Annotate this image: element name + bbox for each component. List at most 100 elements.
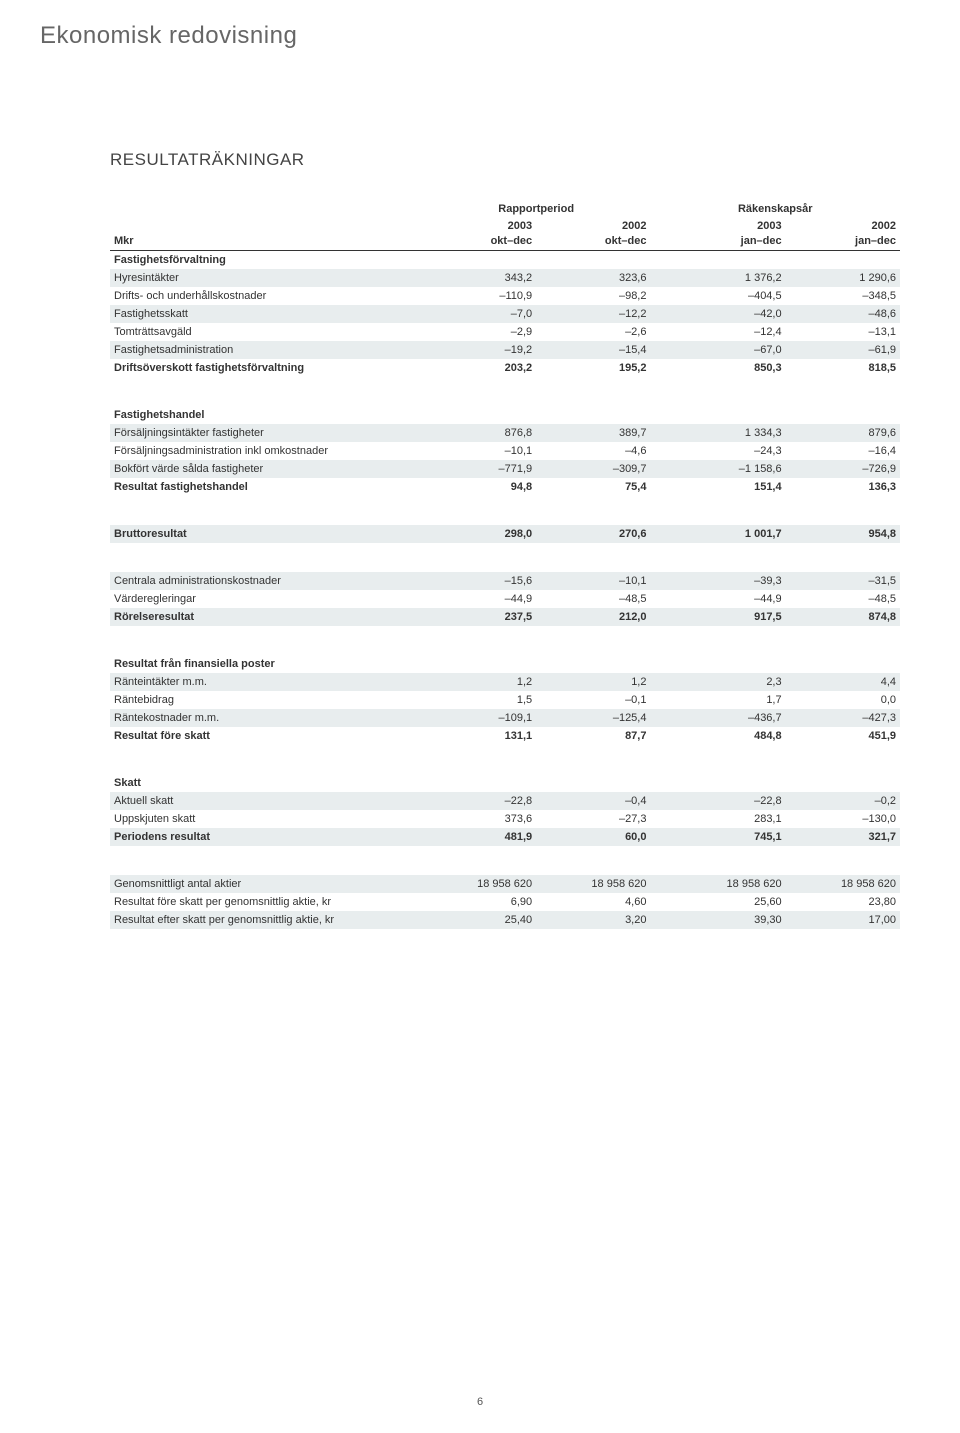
table-row <box>110 745 900 774</box>
row-value: –27,3 <box>536 810 650 828</box>
row-value: 18 958 620 <box>650 875 785 893</box>
row-value: 18 958 620 <box>786 875 900 893</box>
row-label: Försäljningsadministration inkl omkostna… <box>110 442 422 460</box>
row-value: 1 001,7 <box>650 525 785 543</box>
group-rapportperiod: Rapportperiod <box>422 200 651 217</box>
table-row: Hyresintäkter343,2323,61 376,21 290,6 <box>110 269 900 287</box>
table-row: Genomsnittligt antal aktier18 958 62018 … <box>110 875 900 893</box>
row-value <box>536 774 650 792</box>
table-row: Försäljningsintäkter fastigheter876,8389… <box>110 424 900 442</box>
row-value <box>650 774 785 792</box>
table-row: Fastighetsadministration–19,2–15,4–67,0–… <box>110 341 900 359</box>
blank-cell <box>110 217 422 232</box>
row-value: –4,6 <box>536 442 650 460</box>
row-value <box>786 655 900 673</box>
row-value: 25,40 <box>422 911 536 929</box>
table-row: Aktuell skatt–22,8–0,4–22,8–0,2 <box>110 792 900 810</box>
row-value: 343,2 <box>422 269 536 287</box>
row-value: 87,7 <box>536 727 650 745</box>
row-value: 136,3 <box>786 478 900 496</box>
row-value: –0,1 <box>536 691 650 709</box>
row-value: –348,5 <box>786 287 900 305</box>
row-value <box>422 655 536 673</box>
row-value: 850,3 <box>650 359 785 377</box>
year-2003a: 2003 <box>422 217 536 232</box>
row-value: –12,4 <box>650 323 785 341</box>
row-value: 283,1 <box>650 810 785 828</box>
content-area: RESULTATRÄKNINGAR Rapportperiod Räkenska… <box>110 150 900 929</box>
row-label: Aktuell skatt <box>110 792 422 810</box>
row-value: –15,6 <box>422 572 536 590</box>
group-rakenskapsar: Räkenskapsår <box>650 200 900 217</box>
row-label: Tomträttsavgäld <box>110 323 422 341</box>
period-jan-dec-2: jan–dec <box>786 232 900 251</box>
row-value <box>650 655 785 673</box>
row-value: –0,4 <box>536 792 650 810</box>
row-value: –404,5 <box>650 287 785 305</box>
table-row: Resultat före skatt131,187,7484,8451,9 <box>110 727 900 745</box>
page-number: 6 <box>0 1396 960 1408</box>
row-value: –130,0 <box>786 810 900 828</box>
row-value: –48,5 <box>786 590 900 608</box>
row-value: –110,9 <box>422 287 536 305</box>
row-value: 237,5 <box>422 608 536 626</box>
row-value: –61,9 <box>786 341 900 359</box>
row-value <box>422 774 536 792</box>
row-value: 879,6 <box>786 424 900 442</box>
row-value: 39,30 <box>650 911 785 929</box>
table-row: Resultat fastighetshandel94,875,4151,413… <box>110 478 900 496</box>
table-row: Periodens resultat481,960,0745,1321,7 <box>110 828 900 846</box>
row-value: 1 376,2 <box>650 269 785 287</box>
row-value: 212,0 <box>536 608 650 626</box>
year-2003b: 2003 <box>650 217 785 232</box>
table-row: Fastighetshandel <box>110 406 900 424</box>
table-row <box>110 543 900 572</box>
blank-cell <box>110 200 422 217</box>
row-value: 3,20 <box>536 911 650 929</box>
row-value: 876,8 <box>422 424 536 442</box>
row-value: –98,2 <box>536 287 650 305</box>
table-row <box>110 496 900 525</box>
row-value: 4,4 <box>786 673 900 691</box>
row-value: 6,90 <box>422 893 536 911</box>
row-value: 75,4 <box>536 478 650 496</box>
row-label: Uppskjuten skatt <box>110 810 422 828</box>
table-row: Ränteintäkter m.m.1,21,22,34,4 <box>110 673 900 691</box>
year-2002b: 2002 <box>786 217 900 232</box>
group-header-row: Rapportperiod Räkenskapsår <box>110 200 900 217</box>
table-row: Driftsöverskott fastighetsförvaltning203… <box>110 359 900 377</box>
row-value: 451,9 <box>786 727 900 745</box>
row-label: Resultat fastighetshandel <box>110 478 422 496</box>
row-label: Rörelseresultat <box>110 608 422 626</box>
row-value: –771,9 <box>422 460 536 478</box>
row-label: Genomsnittligt antal aktier <box>110 875 422 893</box>
row-value: –22,8 <box>650 792 785 810</box>
row-value: 0,0 <box>786 691 900 709</box>
row-value: –125,4 <box>536 709 650 727</box>
row-value: 1 334,3 <box>650 424 785 442</box>
row-value: 1,5 <box>422 691 536 709</box>
row-value: –48,5 <box>536 590 650 608</box>
table-title: RESULTATRÄKNINGAR <box>110 150 900 170</box>
row-value: –22,8 <box>422 792 536 810</box>
row-value: 18 958 620 <box>536 875 650 893</box>
row-value: 131,1 <box>422 727 536 745</box>
row-value: –436,7 <box>650 709 785 727</box>
row-value: 481,9 <box>422 828 536 846</box>
table-row: Rörelseresultat237,5212,0917,5874,8 <box>110 608 900 626</box>
row-value <box>536 655 650 673</box>
row-value: 17,00 <box>786 911 900 929</box>
table-row: Värderegleringar–44,9–48,5–44,9–48,5 <box>110 590 900 608</box>
row-value: 1,2 <box>536 673 650 691</box>
row-value: 23,80 <box>786 893 900 911</box>
row-label: Centrala administrationskostnader <box>110 572 422 590</box>
table-row: Resultat från finansiella poster <box>110 655 900 673</box>
row-value: 874,8 <box>786 608 900 626</box>
row-label: Driftsöverskott fastighetsförvaltning <box>110 359 422 377</box>
table-row: Fastighetsförvaltning <box>110 251 900 270</box>
table-row: Fastighetsskatt–7,0–12,2–42,0–48,6 <box>110 305 900 323</box>
row-label: Räntekostnader m.m. <box>110 709 422 727</box>
table-row: Resultat efter skatt per genomsnittlig a… <box>110 911 900 929</box>
row-label: Drifts- och underhållskostnader <box>110 287 422 305</box>
mkr-label: Mkr <box>110 232 422 251</box>
